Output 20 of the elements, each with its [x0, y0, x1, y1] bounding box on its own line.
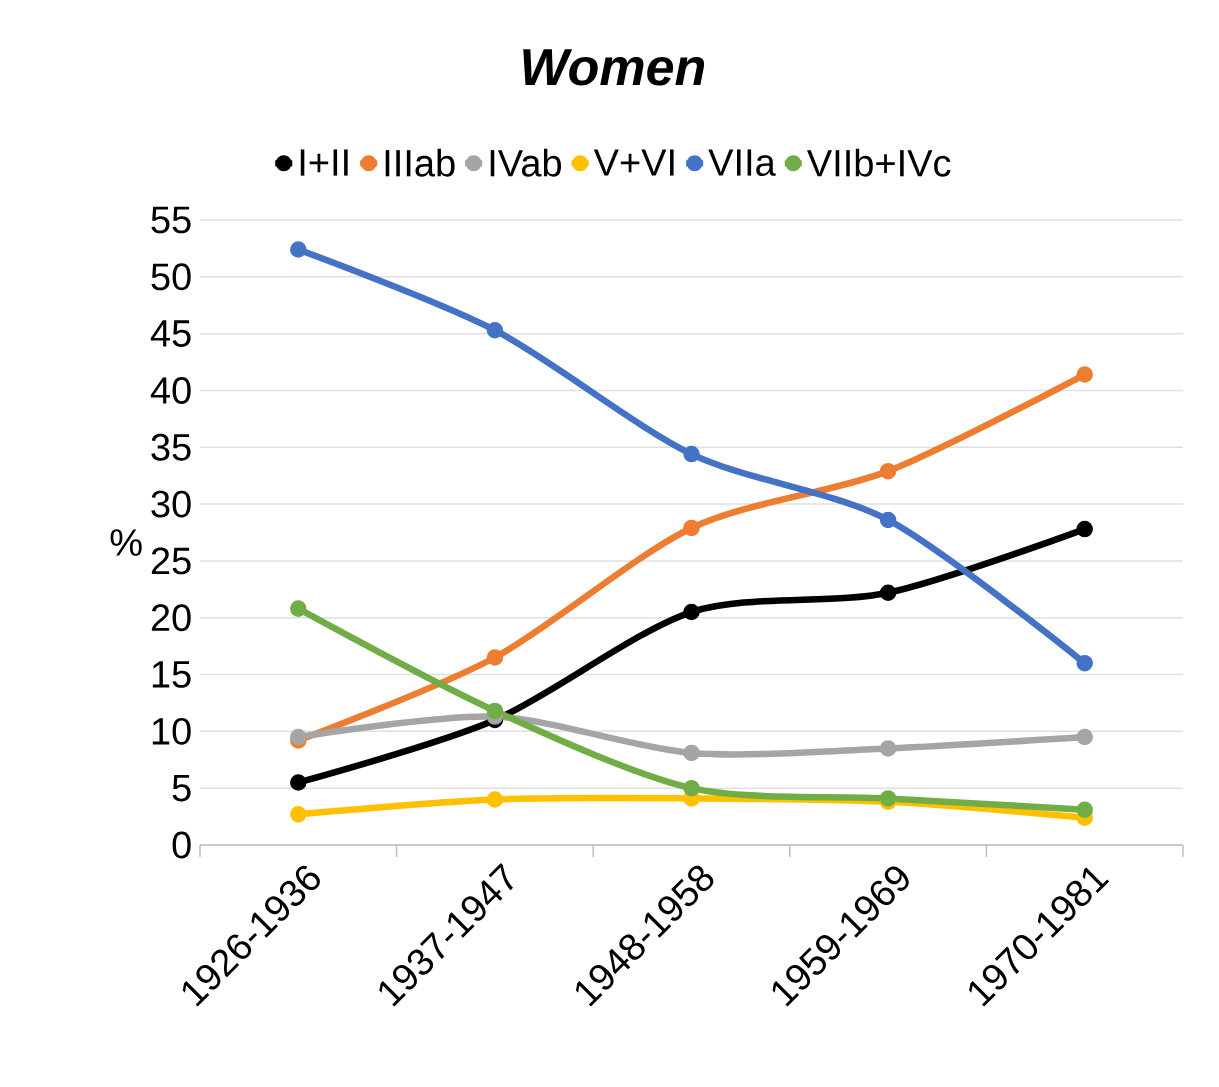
- legend-label: IVab: [490, 148, 561, 177]
- y-tick-label: 35: [151, 433, 191, 461]
- legend-label: V+VI: [593, 149, 674, 176]
- legend-label: VIIb+IVc: [806, 148, 951, 177]
- y-tick-label: 40: [150, 376, 191, 404]
- y-tick-label: 50: [151, 263, 191, 291]
- legend-label: I+II: [300, 149, 348, 176]
- legend-label: VIIa: [708, 149, 776, 176]
- legend-label: IIIab: [385, 148, 455, 177]
- y-tick-label: 20: [151, 604, 191, 632]
- chart-title: Women: [523, 49, 705, 86]
- y-tick-label: 15: [152, 661, 191, 688]
- y-tick-label: 25: [151, 547, 191, 575]
- y-tick-label: 5: [172, 774, 191, 802]
- y-tick-label: 55: [151, 206, 191, 234]
- y-axis-title: %: [110, 529, 142, 556]
- y-tick-label: 30: [151, 490, 191, 518]
- y-tick-label: 45: [150, 320, 191, 347]
- y-tick-label: 10: [152, 717, 191, 745]
- y-tick-label: 0: [172, 831, 191, 859]
